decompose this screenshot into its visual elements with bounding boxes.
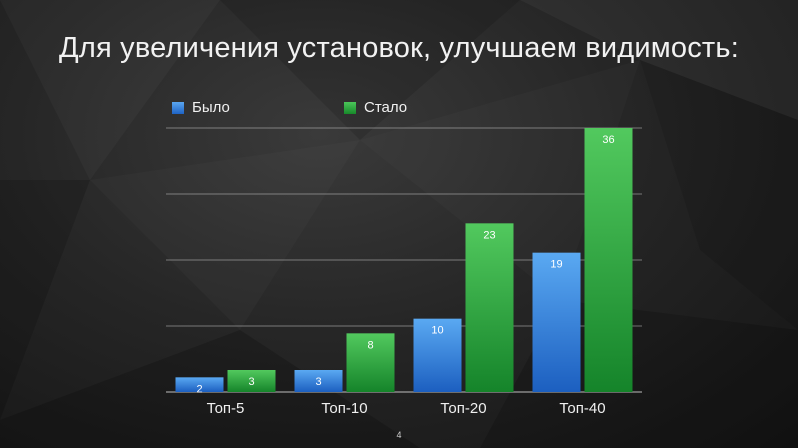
legend-item-stalo: Стало <box>344 99 407 116</box>
bar-series-1-cat-2 <box>465 223 514 392</box>
bar-series-1-cat-0 <box>227 370 276 392</box>
data-label-series-1-cat-1: 8 <box>367 339 373 351</box>
bar-series-1-cat-3 <box>584 128 633 392</box>
x-tick-label-2: Топ-20 <box>440 400 486 417</box>
bar-series-0-cat-0 <box>175 377 224 392</box>
data-label-series-1-cat-3: 36 <box>602 134 614 146</box>
bars <box>175 128 633 392</box>
data-label-series-0-cat-1: 3 <box>315 376 321 388</box>
legend-label-bylo: Было <box>192 99 230 116</box>
bar-series-1-cat-1 <box>346 333 395 392</box>
bar-series-0-cat-2 <box>413 318 462 392</box>
bar-series-0-cat-3 <box>532 252 581 392</box>
data-label-series-1-cat-0: 3 <box>248 376 254 388</box>
data-label-series-0-cat-0: 2 <box>196 383 202 395</box>
data-label-series-1-cat-2: 23 <box>483 229 495 241</box>
x-tick-labels: Топ-5 Топ-10 Топ-20 Топ-40 <box>207 400 606 417</box>
bar-series-0-cat-1 <box>294 370 343 392</box>
legend-swatch-bylo <box>172 101 184 114</box>
x-tick-label-1: Топ-10 <box>321 400 367 417</box>
x-tick-label-3: Топ-40 <box>559 400 605 417</box>
legend-swatch-stalo <box>344 101 356 114</box>
data-label-series-0-cat-3: 19 <box>550 259 562 271</box>
page-number: 4 <box>396 430 402 440</box>
data-label-series-0-cat-2: 10 <box>431 325 443 337</box>
slide-title: Для увеличения установок, улучшаем видим… <box>59 32 739 64</box>
legend-label-stalo: Стало <box>364 99 408 116</box>
legend-item-bylo: Было <box>172 99 230 116</box>
x-tick-label-0: Топ-5 <box>207 400 245 417</box>
